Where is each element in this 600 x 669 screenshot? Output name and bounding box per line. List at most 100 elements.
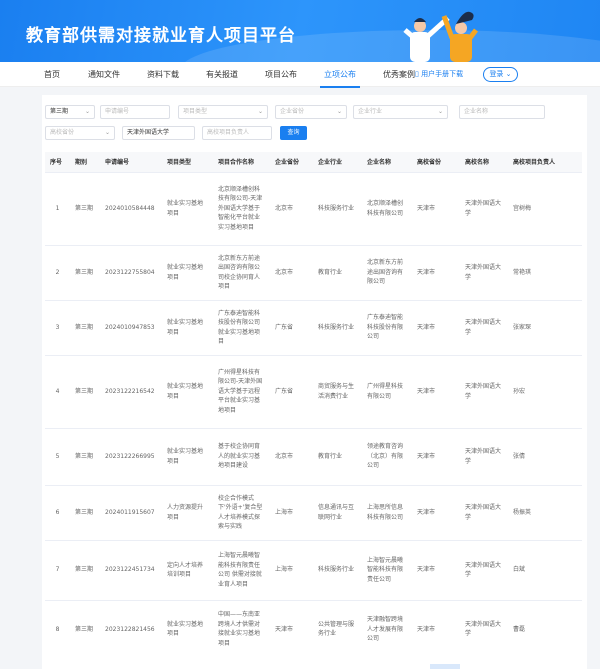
table-row: 3 第三期 2024010947853 就业实习基地项目 广东泰迪智能科技股份有限公司就… — [45, 299, 582, 355]
table-cell: 广东泰迪智能科技股份有限公司 — [362, 299, 412, 355]
school-province-select[interactable]: 高校省份 ⌄ — [45, 126, 115, 140]
app-no-input[interactable]: 申请编号 — [100, 105, 170, 119]
table-cell: 天津外国语大学 — [460, 354, 508, 428]
table-cell: 2024011915607 — [100, 484, 162, 540]
column-header: 企业行业 — [313, 152, 362, 172]
table-cell: 广东省 — [270, 299, 313, 355]
ent-province-select[interactable]: 企业省份 ⌄ — [275, 105, 347, 119]
table-cell: 第三期 — [70, 599, 100, 658]
table-cell: 天津外国语大学 — [460, 484, 508, 540]
table-cell: 广东泰迪智能科技股份有限公司就业实习基地项目 — [213, 299, 270, 355]
nav-notices[interactable]: 通知文件 — [88, 70, 120, 79]
table-cell: 科技服务行业 — [313, 539, 362, 600]
table-cell: 白斌 — [508, 539, 582, 600]
table-cell: 上海智元晨曦智能科技有限责任公司 供需对接就业育人项目 — [213, 539, 270, 600]
table-cell: 上海市 — [270, 484, 313, 540]
chevron-down-icon: ⌄ — [505, 70, 512, 78]
table-cell: 天津外国语大学 — [460, 599, 508, 658]
nav-project-announce[interactable]: 项目公布 — [265, 70, 297, 79]
period-select[interactable]: 第三期 ⌄ — [45, 105, 95, 119]
table-cell: 天津市 — [412, 354, 460, 428]
table-cell: 4 — [45, 354, 70, 428]
table-cell: 天津市 — [412, 539, 460, 600]
table-cell: 杨振英 — [508, 484, 582, 540]
column-header: 期别 — [70, 152, 100, 172]
table-cell: 2023122755804 — [100, 244, 162, 300]
column-header: 企业省份 — [270, 152, 313, 172]
table-cell: 天津市 — [412, 171, 460, 245]
table-cell: 2 — [45, 244, 70, 300]
nav-approval-announce[interactable]: 立项公布 — [320, 70, 360, 88]
results-table: 序号 期别 申请编号 项目类型 项目合作名称 企业省份 企业行业 企业名称 高校省份 高校名称 高校… — [45, 152, 582, 658]
industry-select[interactable]: 企业行业 ⌄ — [353, 105, 448, 119]
site-title: 教育部供需对接就业育人项目平台 — [26, 26, 296, 46]
type-select[interactable]: 项目类型 ⌄ — [178, 105, 268, 119]
column-header: 高校名称 — [460, 152, 508, 172]
table-cell: 2024010584448 — [100, 171, 162, 245]
main-nav: 首页 通知文件 资料下载 有关报道 项目公布 立项公布 优秀案例 ▯ 用户手册下… — [0, 62, 600, 88]
table-cell: 天津市 — [412, 299, 460, 355]
table-cell: 广东省 — [270, 354, 313, 428]
table-cell: 北京顺泽槽创科技有限公司 — [362, 171, 412, 245]
table-cell: 第三期 — [70, 539, 100, 600]
table-row: 5 第三期 2023122266995 就业实习基地项目 基于校企协同育人的就业实习基地… — [45, 427, 582, 485]
chevron-down-icon: ⌄ — [257, 108, 263, 115]
table-cell: 2023122266995 — [100, 427, 162, 485]
login-button[interactable]: 登录 ⌄ — [483, 67, 518, 82]
high-five-illustration — [403, 11, 478, 62]
table-cell: 定向人才培养培训项目 — [162, 539, 213, 600]
table-cell: 张倩 — [508, 427, 582, 485]
table-cell: 曹磊 — [508, 599, 582, 658]
table-cell: 8 — [45, 599, 70, 658]
table-cell: 张家琛 — [508, 299, 582, 355]
table-cell: 天津市 — [412, 599, 460, 658]
leader-input[interactable]: 高校项目负责人 — [202, 126, 272, 140]
table-cell: 教育行业 — [313, 244, 362, 300]
content-card: 第三期 ⌄ 申请编号 项目类型 ⌄ 企业省份 ⌄ 企业行业 ⌄ 企业名称 高校省份 ⌄ 天… — [42, 95, 587, 669]
search-button[interactable]: 查询 — [280, 126, 307, 140]
table-row: 8 第三期 2023122821456 就业实习基地项目 中国——东南亚跨境人才供需对接… — [45, 599, 582, 658]
column-header: 企业名称 — [362, 152, 412, 172]
column-header: 项目合作名称 — [213, 152, 270, 172]
table-cell: 第三期 — [70, 244, 100, 300]
manual-download-link[interactable]: ▯ 用户手册下载 — [415, 70, 464, 78]
nav-cases[interactable]: 优秀案例 — [383, 70, 415, 79]
table-cell: 北京新东方前途出国咨询有限公司 — [362, 244, 412, 300]
table-cell: 科技服务行业 — [313, 299, 362, 355]
table-cell: 北京市 — [270, 171, 313, 245]
table-row: 7 第三期 2023122451734 定向人才培养培训项目 上海智元晨曦智能科技有限责… — [45, 539, 582, 600]
table-cell: 上海市 — [270, 539, 313, 600]
column-header: 高校省份 — [412, 152, 460, 172]
table-cell: 就业实习基地项目 — [162, 299, 213, 355]
table-cell: 1 — [45, 171, 70, 245]
table-cell: 商贸服务与生活消费行业 — [313, 354, 362, 428]
table-cell: 就业实习基地项目 — [162, 171, 213, 245]
table-cell: 领途教育咨询（北京）有限公司 — [362, 427, 412, 485]
nav-downloads[interactable]: 资料下载 — [147, 70, 179, 79]
column-header: 项目类型 — [162, 152, 213, 172]
table-cell: 天津市 — [412, 427, 460, 485]
table-cell: 2024010947853 — [100, 299, 162, 355]
table-cell: 第三期 — [70, 354, 100, 428]
table-cell: 2023122451734 — [100, 539, 162, 600]
table-cell: 人力资源提升项目 — [162, 484, 213, 540]
banner: 教育部供需对接就业育人项目平台 — [0, 0, 600, 62]
chevron-down-icon: ⌄ — [437, 108, 443, 115]
table-cell: 天津融智跨境人才发展有限公司 — [362, 599, 412, 658]
chevron-down-icon: ⌄ — [336, 108, 342, 115]
pagination[interactable] — [430, 664, 460, 669]
table-cell: 6 — [45, 484, 70, 540]
table-cell: 就业实习基地项目 — [162, 599, 213, 658]
table-cell: 3 — [45, 299, 70, 355]
table-cell: 北京顺泽槽创科技有限公司-天津外国语大学基于智能化平台就业实习基地项目 — [213, 171, 270, 245]
school-name-input[interactable]: 天津外国语大学 — [122, 126, 195, 140]
ent-name-input[interactable]: 企业名称 — [459, 105, 545, 119]
nav-reports[interactable]: 有关报道 — [206, 70, 238, 79]
nav-home[interactable]: 首页 — [44, 70, 60, 79]
table-cell: 信息通讯与互联网行业 — [313, 484, 362, 540]
table-cell: 广州得星科技有限公司 — [362, 354, 412, 428]
table-cell: 第三期 — [70, 484, 100, 540]
table-cell: 就业实习基地项目 — [162, 354, 213, 428]
table-cell: 上海思所信息科技有限公司 — [362, 484, 412, 540]
table-cell: 广州得星科技有限公司-天津外国语大学基于远程平台就业实习基地项目 — [213, 354, 270, 428]
